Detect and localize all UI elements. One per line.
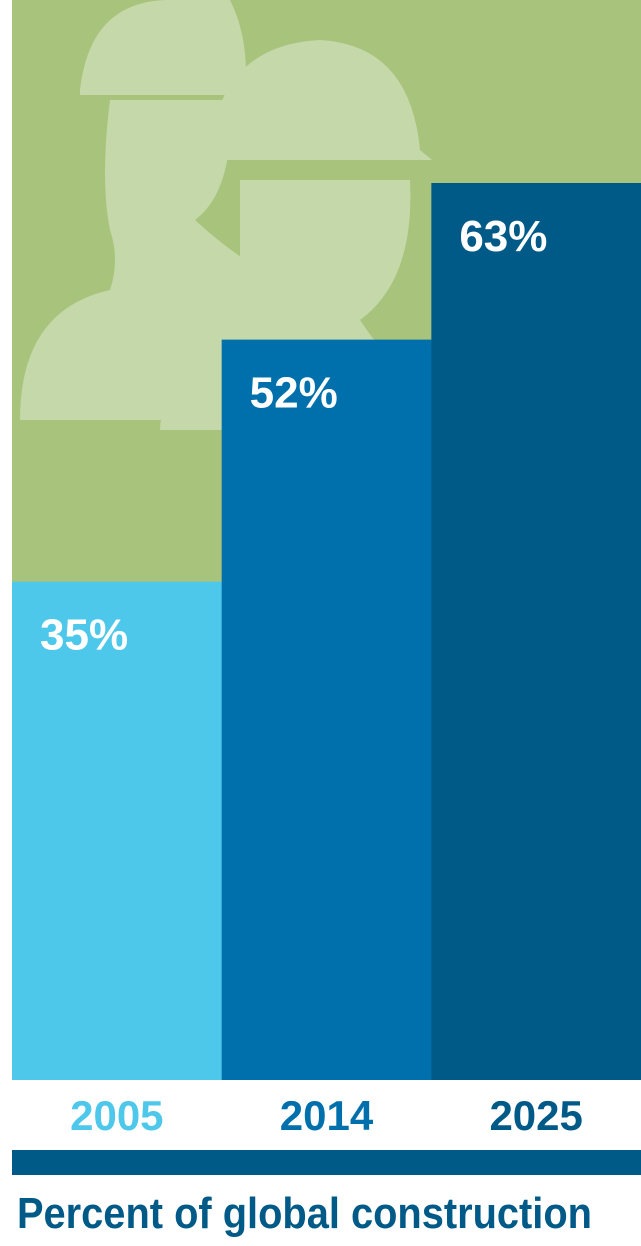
value-label: 63%	[459, 212, 547, 261]
chart-title: Percent of global construction	[17, 1189, 592, 1238]
bar	[221, 339, 432, 1081]
bar	[431, 183, 641, 1080]
bar	[12, 581, 223, 1080]
x-tick-label: 2014	[280, 1092, 374, 1139]
value-label: 52%	[250, 369, 338, 418]
x-tick-label: 2005	[70, 1092, 163, 1139]
value-label: 35%	[40, 611, 128, 660]
x-tick-label: 2025	[489, 1092, 582, 1139]
divider-band	[12, 1150, 641, 1175]
